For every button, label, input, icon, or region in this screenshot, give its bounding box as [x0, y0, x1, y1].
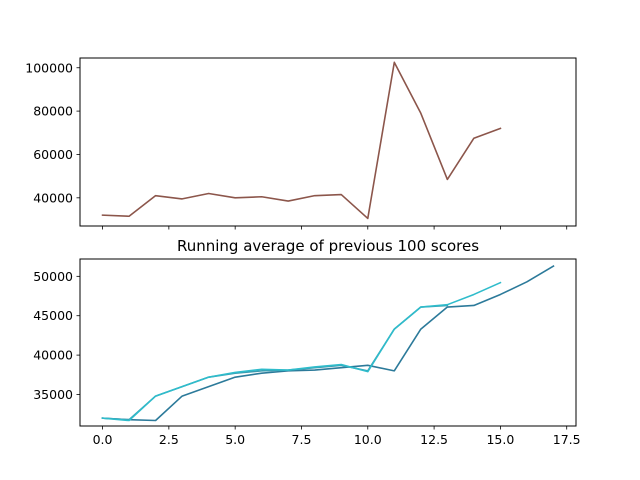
- top-axes-frame: [79, 57, 577, 227]
- bottom-xtick-label: 12.5: [420, 432, 448, 447]
- bottom-plot-area: [80, 259, 576, 426]
- bottom-xtick-label: 17.5: [553, 432, 581, 447]
- top-ytick-label: 100000: [25, 60, 73, 75]
- bottom-subplot: Running average of previous 100 scores 3…: [33, 237, 580, 447]
- bottom-chart-title: Running average of previous 100 scores: [177, 237, 479, 255]
- bottom-ytick-label: 35000: [33, 387, 73, 402]
- bottom-axes-frame: [79, 258, 577, 427]
- bottom-xtick-label: 0.0: [93, 432, 113, 447]
- bottom-ticks: 35000 40000 45000 50000 0.0 2.5 5.0 7.5 10.0 12.5…: [33, 269, 580, 447]
- bottom-xtick-label: 7.5: [292, 432, 312, 447]
- bottom-xtick-label: 10.0: [354, 432, 382, 447]
- top-series-line-1: [101, 61, 502, 220]
- top-ytick-label: 40000: [33, 190, 73, 205]
- bottom-xtick-label: 2.5: [159, 432, 179, 447]
- bottom-ytick-label: 50000: [33, 269, 73, 284]
- bottom-series-line-1: [101, 264, 555, 422]
- top-series-lines: [101, 61, 502, 220]
- top-subplot: 40000 60000 80000 100000: [25, 57, 577, 230]
- bottom-ytick-label: 45000: [33, 308, 73, 323]
- top-ytick-label: 80000: [33, 104, 73, 119]
- top-plot-area: [80, 58, 576, 226]
- top-ticks: 40000 60000 80000 100000: [25, 60, 568, 230]
- bottom-series-line-3: [101, 281, 502, 422]
- bottom-xtick-label: 5.0: [225, 432, 245, 447]
- bottom-xtick-label: 15.0: [486, 432, 514, 447]
- bottom-series-lines: [101, 264, 555, 422]
- top-ytick-label: 60000: [33, 147, 73, 162]
- bottom-ytick-label: 40000: [33, 348, 73, 363]
